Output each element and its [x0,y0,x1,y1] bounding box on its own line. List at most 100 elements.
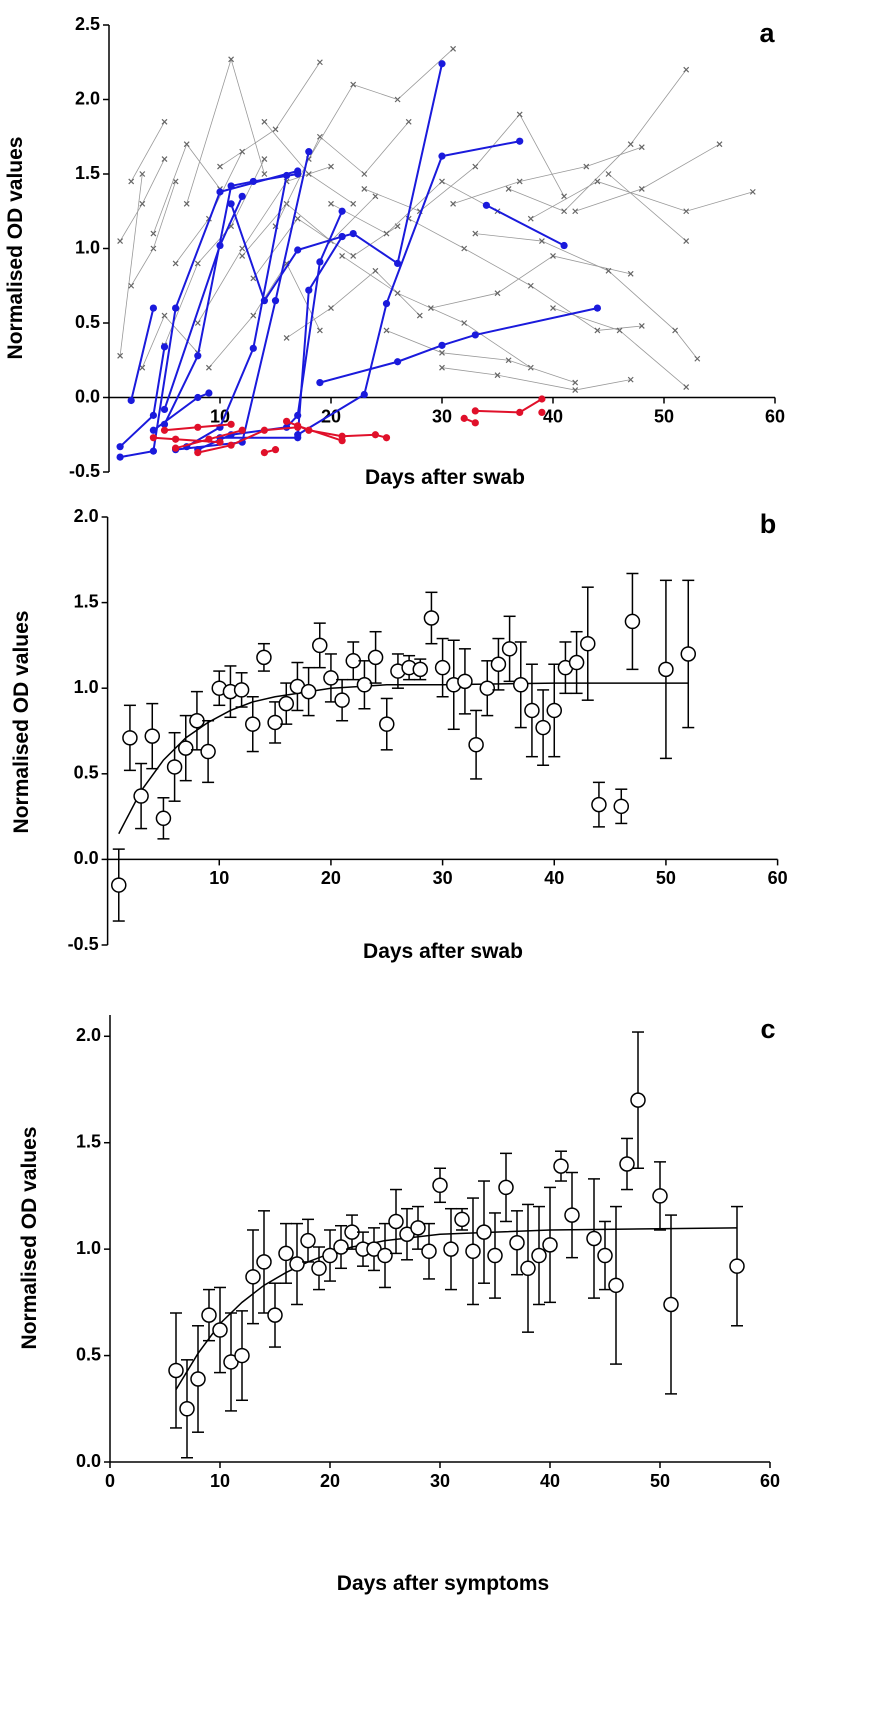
x-tick-label: 50 [654,406,674,426]
marker-x [527,282,534,289]
series-line [452,146,642,205]
point [542,1237,558,1253]
marker-x [183,141,190,148]
point [278,1245,294,1262]
marker-dot [294,170,302,178]
marker-x [117,352,124,359]
marker-x [383,327,390,334]
marker-dot [127,396,135,405]
point [367,649,384,666]
marker-dot [172,304,180,312]
marker-dot [349,230,357,238]
marker-dot [227,420,235,428]
series-line [164,158,265,346]
marker-dot [260,449,268,457]
series-line [552,307,687,388]
point [212,1322,228,1338]
marker-x [316,59,323,66]
marker-x [561,208,568,215]
point [245,1269,261,1285]
marker-x [538,238,545,244]
marker-x [350,200,357,207]
marker-x [572,387,579,393]
marker-dot [249,177,257,186]
x-axis-title: Days after symptoms [337,1572,549,1595]
point [490,656,507,672]
y-axis-title: Normalised OD values [10,611,33,834]
marker-x [228,56,235,63]
marker-x [550,253,556,259]
marker-dot [438,341,446,349]
point [564,1207,580,1223]
marker-x [583,163,590,170]
series-line [364,113,565,212]
point [468,736,484,753]
point [267,714,283,731]
point [658,661,674,678]
point [233,682,250,698]
marker-dot [149,426,157,434]
marker-x [472,230,479,237]
y-tick-label: 1.0 [75,237,100,257]
marker-x [394,96,401,103]
x-tick-label: 40 [543,406,563,426]
y-tick-label: -0.5 [68,934,99,954]
marker-x [350,81,357,88]
marker-x [494,372,501,379]
y-tick-label: -0.5 [69,461,100,481]
point [234,1347,250,1364]
marker-dot [149,304,157,312]
point [278,695,295,712]
marker-dot [260,297,268,305]
series-line [508,69,687,212]
point [166,759,183,775]
point [531,1247,547,1264]
marker-x [516,111,523,118]
series-line [530,181,753,220]
marker-dot [238,192,246,200]
marker-x [172,178,179,185]
marker-x [627,270,634,277]
point [535,719,551,736]
point [155,810,172,827]
x-axis-title: Days after swab [363,940,523,963]
marker-dot [283,417,291,425]
marker-x [572,208,579,215]
x-tick-label: 40 [540,1471,560,1491]
y-tick-label: 0.5 [75,312,100,332]
point [412,661,429,678]
marker-x [716,141,723,148]
y-tick-label: 0.0 [76,1451,101,1471]
marker-x [683,208,690,215]
marker-x [239,148,246,155]
marker-x [272,126,279,133]
marker-x [439,178,445,185]
marker-x [172,260,179,267]
series-line [175,151,310,451]
y-tick-label: 1.5 [76,1131,101,1151]
marker-x [161,312,168,319]
point [630,1092,646,1108]
y-tick-label: 0.5 [76,1344,101,1364]
point [179,1401,195,1417]
x-tick-label: 10 [209,868,229,888]
x-tick-label: 50 [656,868,676,888]
marker-x [183,200,190,207]
point [443,1241,459,1257]
series-line [475,233,698,360]
marker-x [316,327,323,334]
marker-dot [394,358,402,366]
point [432,1177,448,1194]
marker-dot [216,188,224,196]
point [168,1362,184,1379]
marker-x [605,171,612,177]
marker-x [616,327,623,334]
marker-x [383,230,390,237]
point [133,788,149,804]
y-tick-label: 1.5 [75,163,100,183]
marker-dot [260,426,268,434]
point [178,740,194,756]
marker-dot [305,286,313,294]
marker-x [139,200,146,207]
